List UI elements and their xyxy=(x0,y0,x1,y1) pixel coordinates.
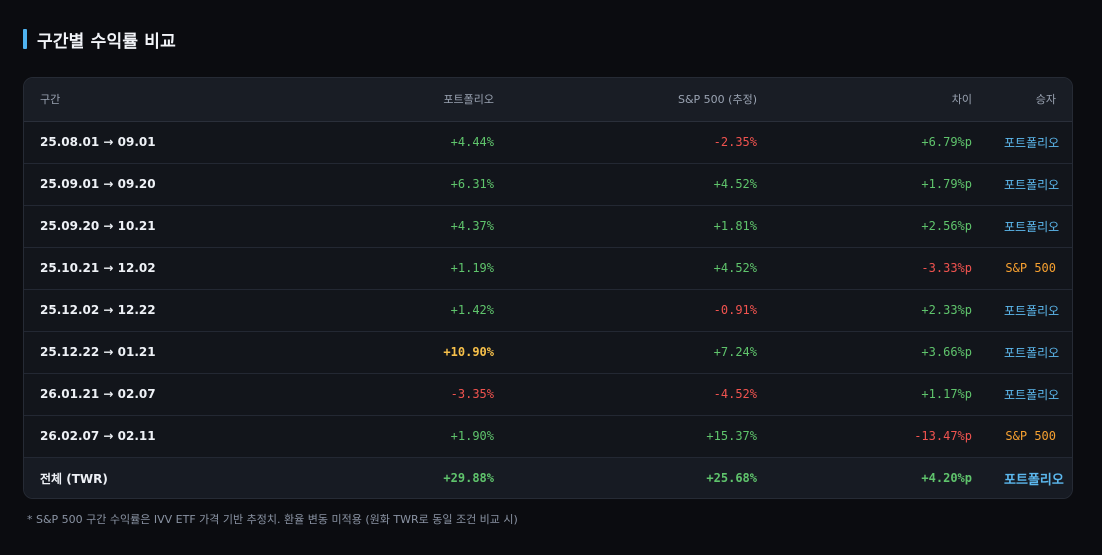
table-row: 26.02.07 → 02.11 +1.90% +15.37% -13.47%p S&P… xyxy=(24,415,1072,458)
portfolio-return-cell: +1.90% xyxy=(256,415,510,458)
diff-cell: +3.66%p xyxy=(773,331,988,374)
table-body: 25.08.01 → 09.01 +4.44% -2.35% +6.79%p 포트폴리오… xyxy=(24,121,1072,498)
winner-cell: 포트폴리오 xyxy=(988,163,1072,206)
diff-cell: +6.79%p xyxy=(773,121,988,164)
period-cell: 25.10.21 → 12.02 xyxy=(24,247,256,290)
total-row: 전체 (TWR) +29.88% +25.68% +4.20%p 포트폴리오 xyxy=(24,457,1072,498)
table-row: 25.12.02 → 12.22 +1.42% -0.91% +2.33%p 포트폴리오 xyxy=(24,289,1072,332)
sp500-return-cell: -0.91% xyxy=(510,289,773,332)
table-row: 26.01.21 → 02.07 -3.35% -4.52% +1.17%p 포트폴리오 xyxy=(24,373,1072,416)
header-sp500: S&P 500 (추정) xyxy=(510,78,773,122)
winner-cell: S&P 500 xyxy=(988,415,1072,458)
footnote: * S&P 500 구간 수익률은 IVV ETF 가격 기반 추정치. 환율 … xyxy=(27,513,518,526)
total-period-cell: 전체 (TWR) xyxy=(40,471,108,486)
portfolio-return-cell: +10.90% xyxy=(256,331,510,374)
sp500-return-cell: +4.52% xyxy=(510,163,773,206)
period-cell: 26.01.21 → 02.07 xyxy=(24,373,256,416)
winner-cell: S&P 500 xyxy=(988,247,1072,290)
diff-cell: -13.47%p xyxy=(773,415,988,458)
comparison-table-card: 구간 포트폴리오 S&P 500 (추정) 차이 승자 25.08.01 → 0… xyxy=(23,77,1073,499)
sp500-return-cell: +7.24% xyxy=(510,331,773,374)
sp500-return-cell: -2.35% xyxy=(510,121,773,164)
winner-cell: 포트폴리오 xyxy=(988,205,1072,248)
header-period: 구간 xyxy=(24,78,256,122)
portfolio-return-cell: +1.42% xyxy=(256,289,510,332)
period-cell: 26.02.07 → 02.11 xyxy=(24,415,256,458)
portfolio-return-cell: -3.35% xyxy=(256,373,510,416)
winner-cell: 포트폴리오 xyxy=(988,121,1072,164)
table-row: 25.12.22 → 01.21 +10.90% +7.24% +3.66%p 포트폴리… xyxy=(24,331,1072,374)
diff-cell: +1.17%p xyxy=(773,373,988,416)
portfolio-return-cell: +6.31% xyxy=(256,163,510,206)
header-portfolio: 포트폴리오 xyxy=(256,78,510,122)
total-portfolio-cell: +29.88% xyxy=(443,471,494,486)
period-cell: 25.12.22 → 01.21 xyxy=(24,331,256,374)
sp500-return-cell: +4.52% xyxy=(510,247,773,290)
portfolio-return-cell: +4.44% xyxy=(256,121,510,164)
section-header: 구간별 수익률 비교 xyxy=(23,28,176,52)
portfolio-return-cell: +1.19% xyxy=(256,247,510,290)
table-row: 25.09.01 → 09.20 +6.31% +4.52% +1.79%p 포트폴리오 xyxy=(24,163,1072,206)
period-cell: 25.09.20 → 10.21 xyxy=(24,205,256,248)
total-winner-cell: 포트폴리오 xyxy=(1004,472,1064,488)
diff-cell: +2.33%p xyxy=(773,289,988,332)
header-diff: 차이 xyxy=(773,78,988,122)
sp500-return-cell: -4.52% xyxy=(510,373,773,416)
winner-cell: 포트폴리오 xyxy=(988,289,1072,332)
table-row: 25.09.20 → 10.21 +4.37% +1.81% +2.56%p 포트폴리오 xyxy=(24,205,1072,248)
title-accent-bar xyxy=(23,29,27,49)
table-header-row: 구간 포트폴리오 S&P 500 (추정) 차이 승자 xyxy=(24,78,1072,122)
diff-cell: +1.79%p xyxy=(773,163,988,206)
table-row: 25.10.21 → 12.02 +1.19% +4.52% -3.33%p S&P 5… xyxy=(24,247,1072,290)
period-cell: 25.09.01 → 09.20 xyxy=(24,163,256,206)
period-cell: 25.08.01 → 09.01 xyxy=(24,121,256,164)
diff-cell: -3.33%p xyxy=(773,247,988,290)
section-title: 구간별 수익률 비교 xyxy=(37,31,176,52)
winner-cell: 포트폴리오 xyxy=(988,331,1072,374)
sp500-return-cell: +1.81% xyxy=(510,205,773,248)
winner-cell: 포트폴리오 xyxy=(988,373,1072,416)
total-sp500-cell: +25.68% xyxy=(706,471,757,486)
diff-cell: +2.56%p xyxy=(773,205,988,248)
sp500-return-cell: +15.37% xyxy=(510,415,773,458)
table-row: 25.08.01 → 09.01 +4.44% -2.35% +6.79%p 포트폴리오 xyxy=(24,121,1072,164)
portfolio-return-cell: +4.37% xyxy=(256,205,510,248)
comparison-table: 구간 포트폴리오 S&P 500 (추정) 차이 승자 25.08.01 → 0… xyxy=(24,78,1072,498)
period-cell: 25.12.02 → 12.22 xyxy=(24,289,256,332)
header-winner: 승자 xyxy=(988,78,1072,122)
total-diff-cell: +4.20%p xyxy=(921,471,972,486)
